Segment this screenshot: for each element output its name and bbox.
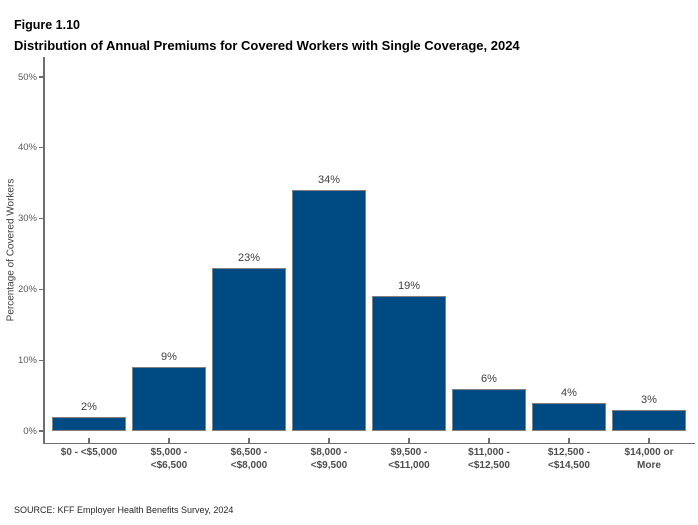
x-category-label: $6,500 - <$8,000 bbox=[230, 447, 268, 471]
bar-slot: 19% bbox=[369, 57, 449, 431]
y-tick-label: 50% bbox=[17, 71, 37, 83]
x-category-label: $5,000 - <$6,500 bbox=[150, 447, 188, 471]
y-tick-label: 40% bbox=[17, 142, 37, 154]
x-tick-mark bbox=[648, 437, 650, 443]
bar bbox=[612, 409, 686, 431]
bar-slot: 6% bbox=[449, 57, 529, 431]
y-axis-line bbox=[43, 57, 45, 444]
y-tick-mark bbox=[38, 288, 44, 291]
bar bbox=[52, 416, 126, 431]
x-tick-mark bbox=[488, 437, 490, 443]
bar-slot: 9% bbox=[129, 57, 209, 431]
y-tick-mark bbox=[38, 147, 44, 149]
bar bbox=[372, 296, 446, 431]
x-tick-mark bbox=[328, 437, 330, 443]
bar-value-label: 23% bbox=[237, 252, 261, 265]
y-tick-label: 10% bbox=[17, 354, 37, 366]
bar-value-label: 3% bbox=[641, 393, 657, 406]
x-category-label: $12,500 - <$14,500 bbox=[547, 447, 591, 471]
y-tick-mark bbox=[38, 430, 44, 432]
plot-area: 2% 9% 23% 34% 19% 6% 4% 3% bbox=[49, 57, 689, 431]
x-category-label: $8,000 - <$9,500 bbox=[310, 447, 348, 471]
bar-value-label: 4% bbox=[561, 386, 577, 399]
bar bbox=[292, 190, 366, 431]
chart-title: Distribution of Annual Premiums for Cove… bbox=[14, 38, 520, 53]
bar-slot: 34% bbox=[289, 57, 369, 431]
bar bbox=[532, 402, 606, 431]
x-tick-mark bbox=[408, 437, 410, 443]
figure-number: Figure 1.10 bbox=[14, 18, 80, 32]
y-tick-mark bbox=[38, 359, 44, 361]
bar-value-label: 34% bbox=[317, 174, 341, 187]
bar-value-label: 9% bbox=[161, 351, 177, 364]
y-tick-mark bbox=[38, 76, 44, 78]
bar-slot: 3% bbox=[609, 57, 689, 431]
bar bbox=[212, 268, 286, 431]
y-tick-label: 20% bbox=[17, 283, 37, 295]
x-tick-mark bbox=[168, 437, 170, 443]
source-note: SOURCE: KFF Employer Health Benefits Sur… bbox=[14, 505, 234, 515]
bar-slot: 2% bbox=[49, 57, 129, 431]
y-tick-mark bbox=[38, 217, 44, 220]
x-category-label: $9,500 - <$11,000 bbox=[388, 447, 430, 471]
x-category-label: $14,000 or More bbox=[624, 447, 674, 471]
bar bbox=[452, 388, 526, 431]
bar-value-label: 6% bbox=[481, 372, 497, 385]
bar-slot: 4% bbox=[529, 57, 609, 431]
bar-value-label: 2% bbox=[81, 400, 97, 413]
x-tick-mark bbox=[568, 437, 570, 443]
bar-slot: 23% bbox=[209, 57, 289, 431]
x-axis-line bbox=[43, 442, 695, 444]
y-tick-label: 0% bbox=[23, 425, 37, 437]
bar-value-label: 19% bbox=[397, 280, 421, 293]
y-tick-label: 30% bbox=[17, 213, 37, 225]
y-axis-title: Percentage of Covered Workers bbox=[5, 178, 17, 322]
x-tick-mark bbox=[248, 437, 250, 443]
x-tick-mark bbox=[88, 437, 90, 443]
bar bbox=[132, 367, 206, 431]
x-category-label: $11,000 - <$12,500 bbox=[468, 447, 510, 471]
x-category-label: $0 - <$5,000 bbox=[60, 447, 118, 458]
